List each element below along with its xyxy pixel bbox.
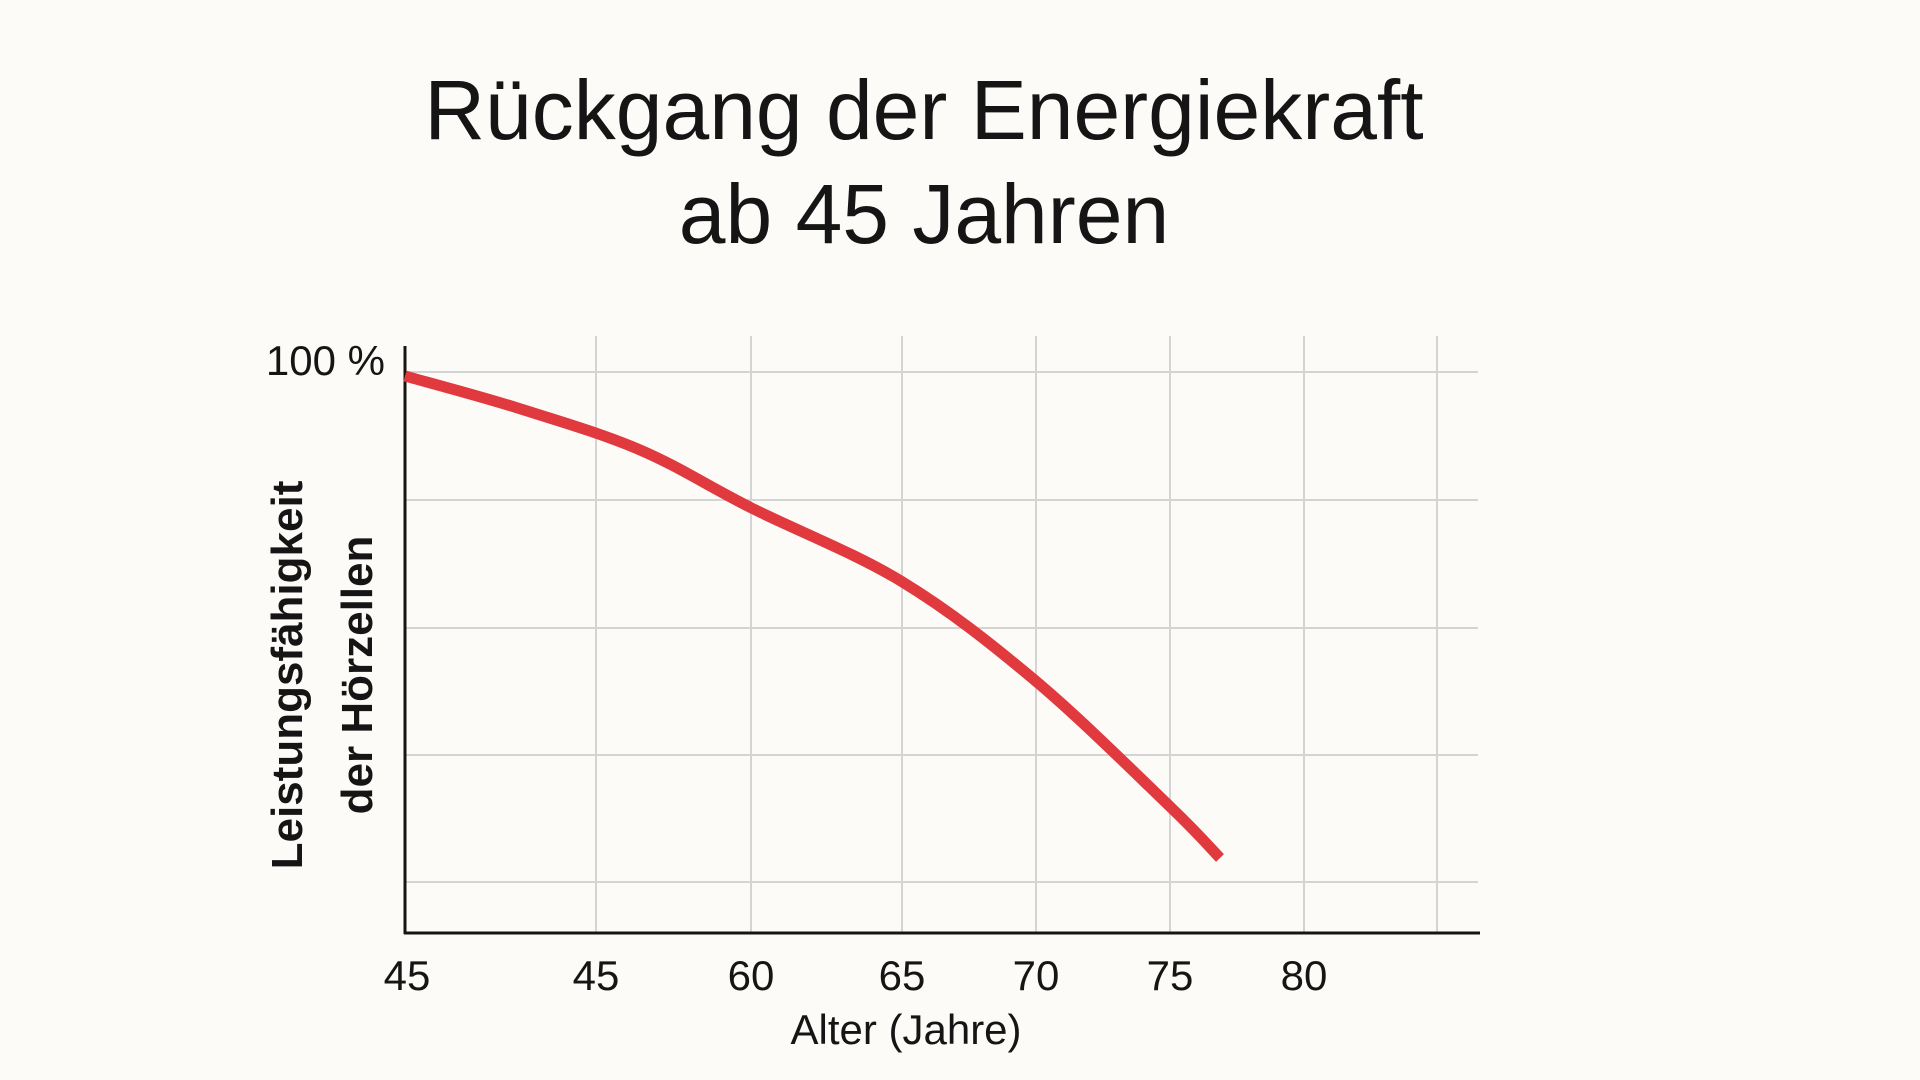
series-line: [403, 370, 1224, 862]
y-axis-title: Leistungsfähigkeit der Hörzellen: [263, 480, 382, 869]
x-axis-title: Alter (Jahre): [790, 1006, 1021, 1053]
x-tick-label: 60: [728, 952, 775, 999]
chart-title-line-2: ab 45 Jahren: [678, 167, 1170, 261]
chart-title: Rückgang der Energiekraft ab 45 Jahren: [0, 58, 1848, 266]
x-tick-label: 80: [1281, 952, 1328, 999]
chart-title-line-1: Rückgang der Energiekraft: [424, 63, 1424, 157]
tick-labels: 45 45 60 65 70 75 80 100 %: [266, 337, 1327, 999]
y-axis-title-line-2: der Hörzellen: [333, 536, 382, 815]
x-tick-label: 65: [879, 952, 926, 999]
x-tick-label: 45: [384, 952, 431, 999]
series-layer: [403, 370, 1224, 862]
x-tick-label: 45: [573, 952, 620, 999]
y-axis-title-line-1: Leistungsfähigkeit: [263, 480, 312, 869]
x-tick-label: 70: [1013, 952, 1060, 999]
axes: [403, 346, 1480, 935]
y-tick-label: 100 %: [266, 337, 385, 384]
x-tick-label: 75: [1147, 952, 1194, 999]
grid: [405, 336, 1478, 934]
